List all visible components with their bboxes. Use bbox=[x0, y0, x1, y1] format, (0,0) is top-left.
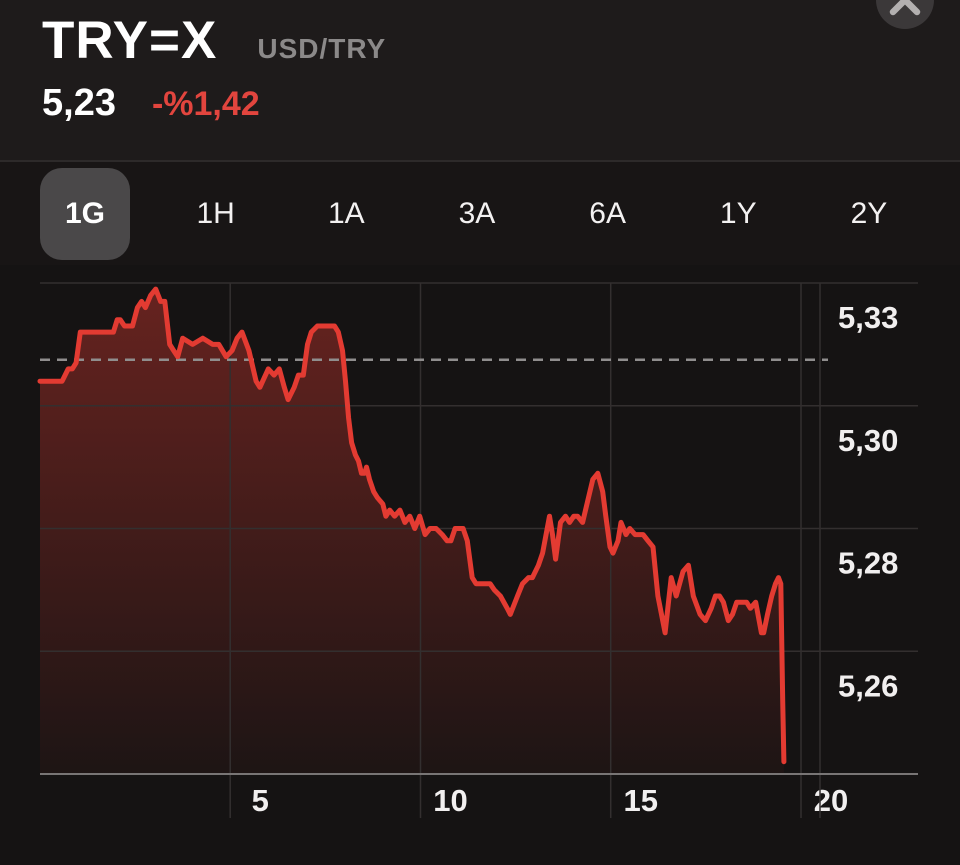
percent-change: -%1,42 bbox=[151, 85, 260, 123]
tab-1a[interactable]: 1A bbox=[301, 168, 391, 260]
y-axis-label: 5,33 bbox=[838, 300, 898, 335]
tab-3a[interactable]: 3A bbox=[432, 168, 522, 260]
price-area bbox=[40, 289, 784, 774]
close-icon bbox=[889, 0, 921, 16]
x-axis-label: 10 bbox=[433, 783, 467, 818]
time-range-tabs: 1G 1H 1A 3A 6A 1Y 2Y bbox=[0, 162, 960, 265]
tab-1y[interactable]: 1Y bbox=[693, 168, 783, 260]
x-axis-label: 5 bbox=[252, 783, 269, 818]
x-axis-label: 15 bbox=[623, 783, 657, 818]
price-chart[interactable]: 5,33 5,30 5,28 5,26 5 10 15 20 bbox=[0, 265, 960, 865]
price-row: 5,23 -%1,42 bbox=[42, 82, 260, 125]
quote-header: TRY=X USD/TRY 5,23 -%1,42 bbox=[0, 0, 960, 160]
tab-6a[interactable]: 6A bbox=[563, 168, 653, 260]
close-button[interactable] bbox=[876, 0, 934, 29]
y-axis-label: 5,30 bbox=[838, 423, 898, 458]
tab-2y[interactable]: 2Y bbox=[824, 168, 914, 260]
x-axis-label: 20 bbox=[814, 783, 848, 818]
currency-pair-label: USD/TRY bbox=[257, 33, 387, 64]
y-axis-label: 5,26 bbox=[838, 668, 898, 703]
y-axis-label: 5,28 bbox=[838, 546, 898, 581]
tab-1h[interactable]: 1H bbox=[171, 168, 261, 260]
price-line bbox=[37, 286, 787, 765]
header-divider bbox=[0, 160, 960, 162]
ticker-symbol: TRY=X bbox=[42, 11, 218, 70]
last-price: 5,23 bbox=[42, 82, 116, 124]
tab-1g[interactable]: 1G bbox=[40, 167, 130, 260]
title-row: TRY=X USD/TRY bbox=[42, 10, 386, 72]
